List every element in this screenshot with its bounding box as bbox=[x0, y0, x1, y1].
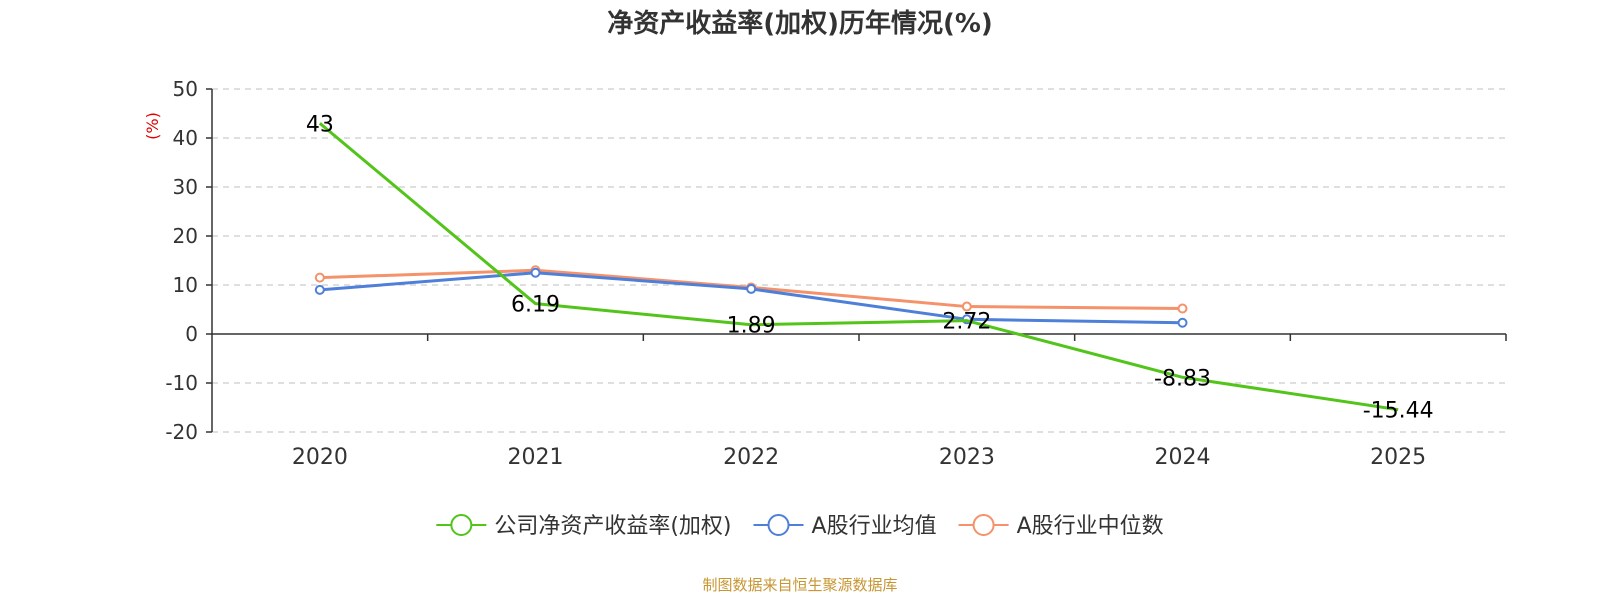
legend-item[interactable]: A股行业均值 bbox=[753, 514, 937, 539]
y-tick-label: 20 bbox=[173, 224, 198, 248]
data-point bbox=[746, 283, 757, 294]
data-point bbox=[961, 301, 972, 312]
data-label: 43 bbox=[306, 112, 334, 137]
y-tick-label: 30 bbox=[173, 175, 198, 199]
legend-item[interactable]: A股行业中位数 bbox=[958, 514, 1164, 539]
legend-item[interactable]: 公司净资产收益率(加权) bbox=[436, 514, 732, 539]
data-label: -8.83 bbox=[1154, 366, 1211, 391]
series-line bbox=[318, 122, 1399, 412]
y-tick-label: -20 bbox=[165, 420, 198, 444]
legend[interactable]: 公司净资产收益率(加权) A股行业均值 A股行业中位数 bbox=[436, 514, 1164, 539]
x-tick-label: 2023 bbox=[939, 445, 995, 470]
legend-label: A股行业中位数 bbox=[1017, 514, 1164, 539]
y-tick-label: 10 bbox=[173, 273, 198, 297]
y-tick-label: 40 bbox=[173, 126, 198, 150]
data-point bbox=[530, 267, 541, 278]
data-label: 6.19 bbox=[511, 293, 560, 318]
x-tick-label: 2020 bbox=[292, 445, 348, 470]
data-point bbox=[314, 272, 325, 283]
legend-circle-icon bbox=[450, 514, 473, 536]
axis-layer: 50 40 30 20 10 0 -10 -20 2020 2021 2022 2023 2024 202… bbox=[165, 77, 1507, 470]
x-tick-label: 2025 bbox=[1370, 445, 1426, 470]
x-tick-label: 2021 bbox=[508, 445, 564, 470]
x-tick-label: 2022 bbox=[723, 445, 779, 470]
y-tick-label: -10 bbox=[165, 371, 198, 395]
chart-title: 净资产收益率(加权)历年情况(%) bbox=[607, 8, 993, 39]
x-tick-label: 2024 bbox=[1155, 445, 1211, 470]
data-label: -15.44 bbox=[1363, 399, 1434, 424]
data-point bbox=[314, 284, 325, 295]
series-layer bbox=[314, 122, 1399, 412]
legend-circle-icon bbox=[972, 514, 995, 536]
data-label: 1.89 bbox=[727, 314, 776, 339]
legend-circle-icon bbox=[767, 514, 790, 536]
legend-label: A股行业均值 bbox=[812, 514, 937, 539]
data-label: 2.72 bbox=[942, 310, 991, 335]
data-point bbox=[1177, 303, 1188, 314]
grid-layer bbox=[212, 88, 1506, 433]
y-axis-unit: (%) bbox=[143, 112, 162, 140]
data-point bbox=[1177, 317, 1188, 328]
source-note: 制图数据来自恒生聚源数据库 bbox=[702, 576, 897, 594]
legend-label: 公司净资产收益率(加权) bbox=[494, 514, 731, 539]
y-tick-label: 0 bbox=[185, 322, 198, 346]
data-label-layer: 43 6.19 1.89 2.72 -8.83 -15.44 bbox=[306, 112, 1434, 423]
y-tick-label: 50 bbox=[173, 77, 198, 101]
